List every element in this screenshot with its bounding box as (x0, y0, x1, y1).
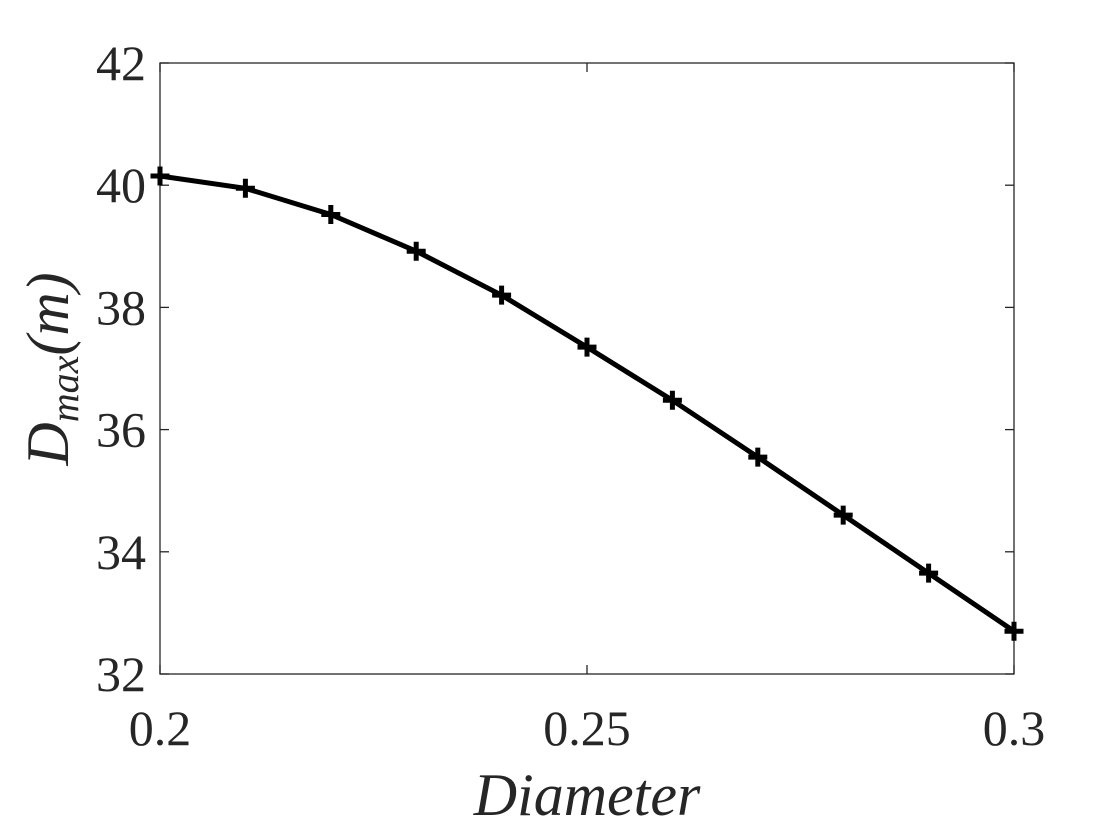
x-tick-label: 0.25 (543, 700, 631, 756)
y-tick-label: 42 (96, 35, 146, 91)
y-axis-label-subscript: max (42, 355, 87, 422)
y-axis-label-unit: (m) (15, 272, 81, 355)
y-tick-label: 38 (96, 279, 146, 335)
data-point-marker (406, 241, 426, 261)
data-point-marker (492, 285, 512, 305)
data-point-marker (919, 563, 939, 583)
axis-ticks (159, 62, 1015, 675)
data-point-marker (1004, 621, 1024, 641)
x-tick-label: 0.3 (983, 700, 1046, 756)
data-point-marker (235, 178, 255, 198)
data-point-marker (662, 390, 682, 410)
data-point-marker (321, 205, 341, 225)
y-axis-label-main: D (15, 422, 81, 466)
data-point-marker (748, 447, 768, 467)
y-tick-label: 40 (96, 157, 146, 213)
x-tick-label: 0.2 (129, 700, 192, 756)
x-tick-labels: 0.2 0.25 0.3 (129, 700, 1046, 756)
y-axis-label: Dmax(m) (15, 272, 87, 466)
x-axis-label: Diameter (473, 762, 701, 828)
y-tick-label: 32 (96, 646, 146, 702)
data-series (150, 166, 1024, 641)
data-point-marker (150, 166, 170, 186)
y-tick-label: 34 (96, 524, 146, 580)
data-point-marker (833, 505, 853, 525)
y-tick-label: 36 (96, 402, 146, 458)
y-tick-labels: 32 34 36 38 40 42 (96, 35, 146, 702)
plot-area (159, 62, 1015, 675)
data-point-marker (577, 337, 597, 357)
